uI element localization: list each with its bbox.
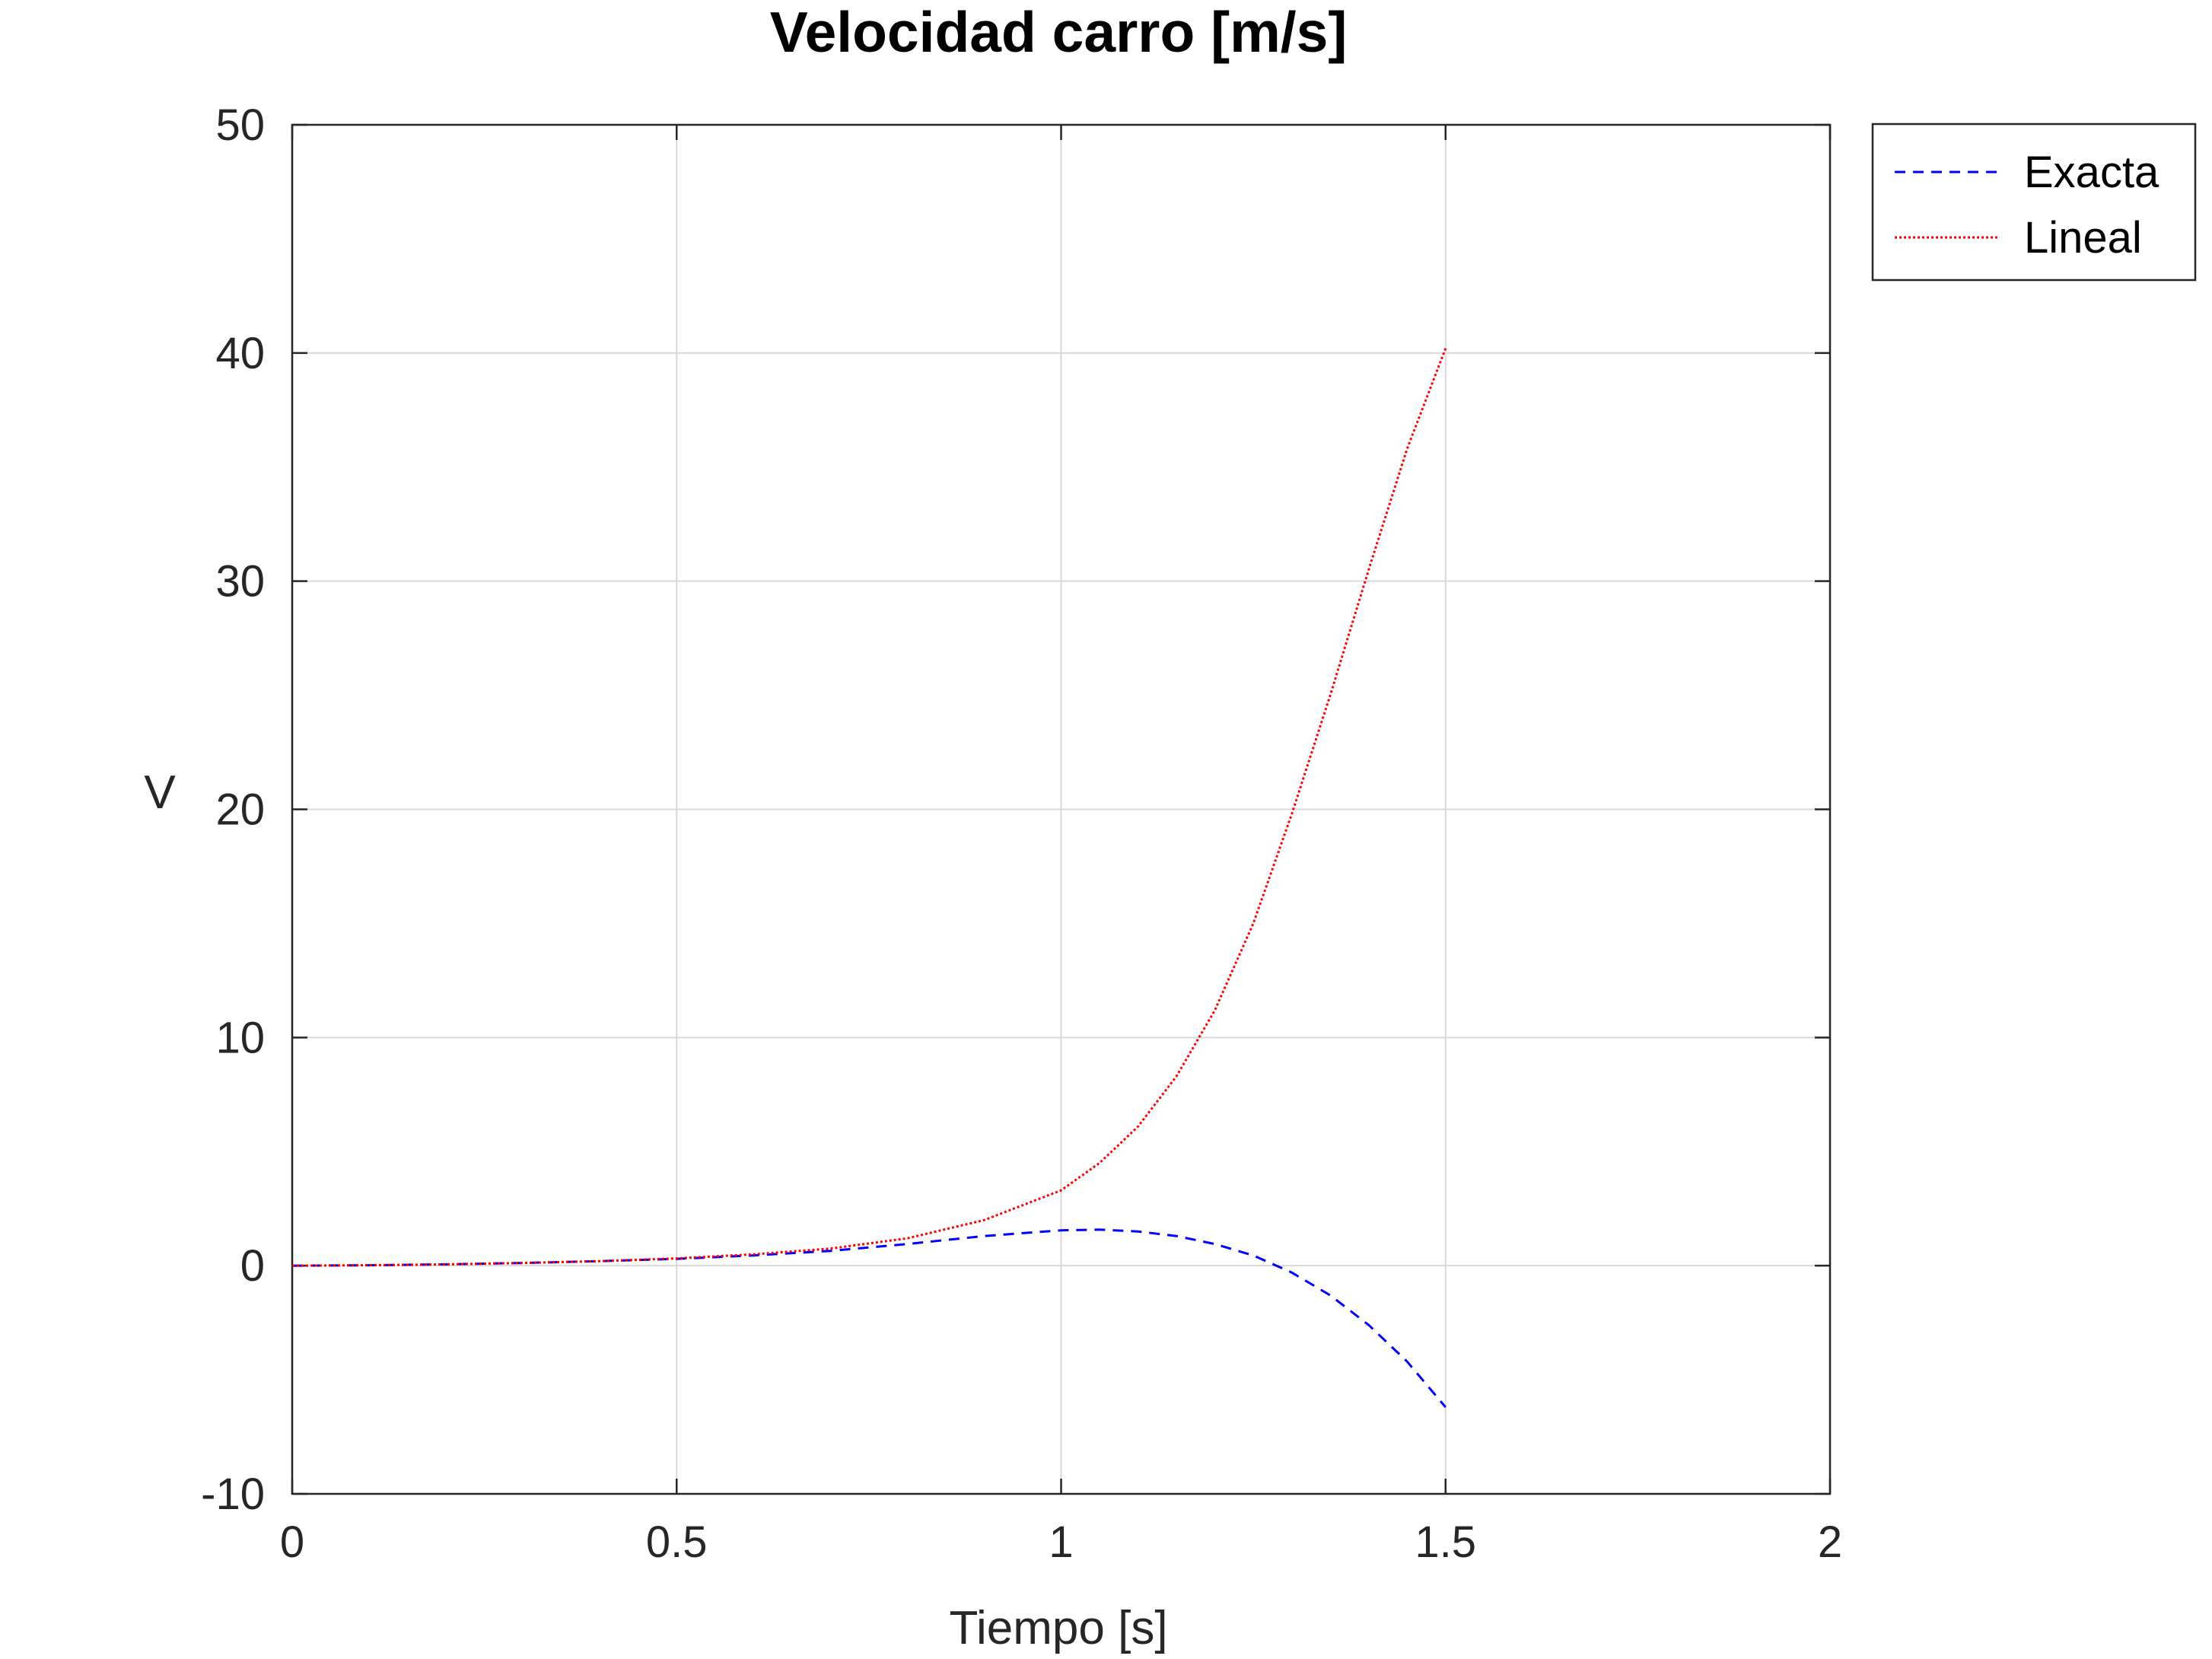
x-tick-label: 1.5	[1415, 1517, 1476, 1567]
x-axis-label: Tiempo [s]	[949, 1602, 1167, 1654]
y-tick-label: 20	[215, 785, 265, 835]
y-tick-label: 40	[215, 329, 265, 378]
legend-label-lineal: Lineal	[2024, 213, 2142, 263]
legend: Exacta Lineal	[1871, 123, 2197, 282]
y-tick-label: 30	[215, 557, 265, 607]
grid-lines	[291, 124, 1831, 1495]
legend-box	[1871, 123, 2197, 282]
series-line-lineal	[291, 348, 1447, 1267]
x-tick-labels: 0 0.5 1 1.5 2	[280, 1517, 1842, 1567]
x-tick-label: 2	[1818, 1517, 1842, 1567]
series-lines	[291, 348, 1447, 1409]
chart-title: Velocidad carro [m/s]	[770, 0, 1348, 64]
x-tick-label: 0	[280, 1517, 304, 1567]
x-tick-label: 1	[1049, 1517, 1073, 1567]
y-axis-label: V	[144, 766, 176, 819]
y-tick-label: 0	[240, 1241, 265, 1291]
y-tick-label: -10	[201, 1470, 265, 1519]
y-tick-labels: -10 0 10 20 30 40 50	[201, 100, 265, 1519]
y-tick-label: 10	[215, 1013, 265, 1062]
x-tick-label: 0.5	[646, 1517, 708, 1567]
y-tick-label: 50	[215, 100, 265, 150]
legend-label-exacta: Exacta	[2024, 148, 2159, 197]
